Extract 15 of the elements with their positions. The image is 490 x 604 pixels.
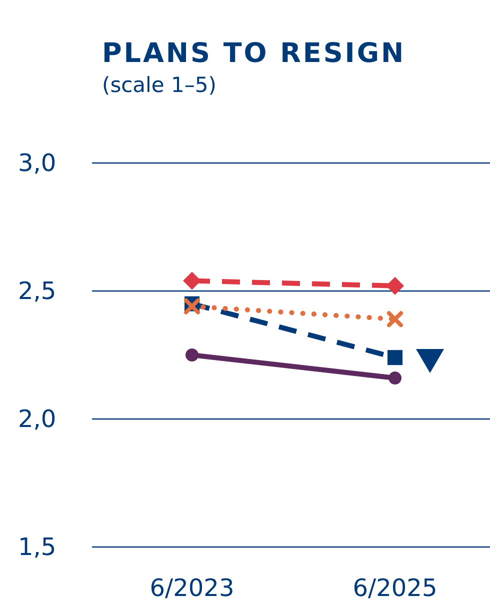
point: [387, 311, 403, 328]
y-tick-label: 2,5: [18, 277, 56, 305]
y-tick-label: 3,0: [18, 149, 56, 177]
chart-title: PLANS TO RESIGN: [102, 38, 406, 69]
x-tick-label: 6/2025: [352, 574, 438, 602]
point: [388, 372, 402, 385]
y-tick-label: 1,5: [18, 533, 56, 561]
chart-subtitle: (scale 1–5): [102, 73, 216, 97]
y-tick-label: 2,0: [18, 405, 56, 433]
x-tick-label: 6/2023: [150, 574, 234, 602]
point: [388, 350, 402, 366]
point: [186, 348, 198, 362]
point: [184, 298, 200, 314]
point: [386, 276, 404, 295]
point: [183, 272, 201, 290]
